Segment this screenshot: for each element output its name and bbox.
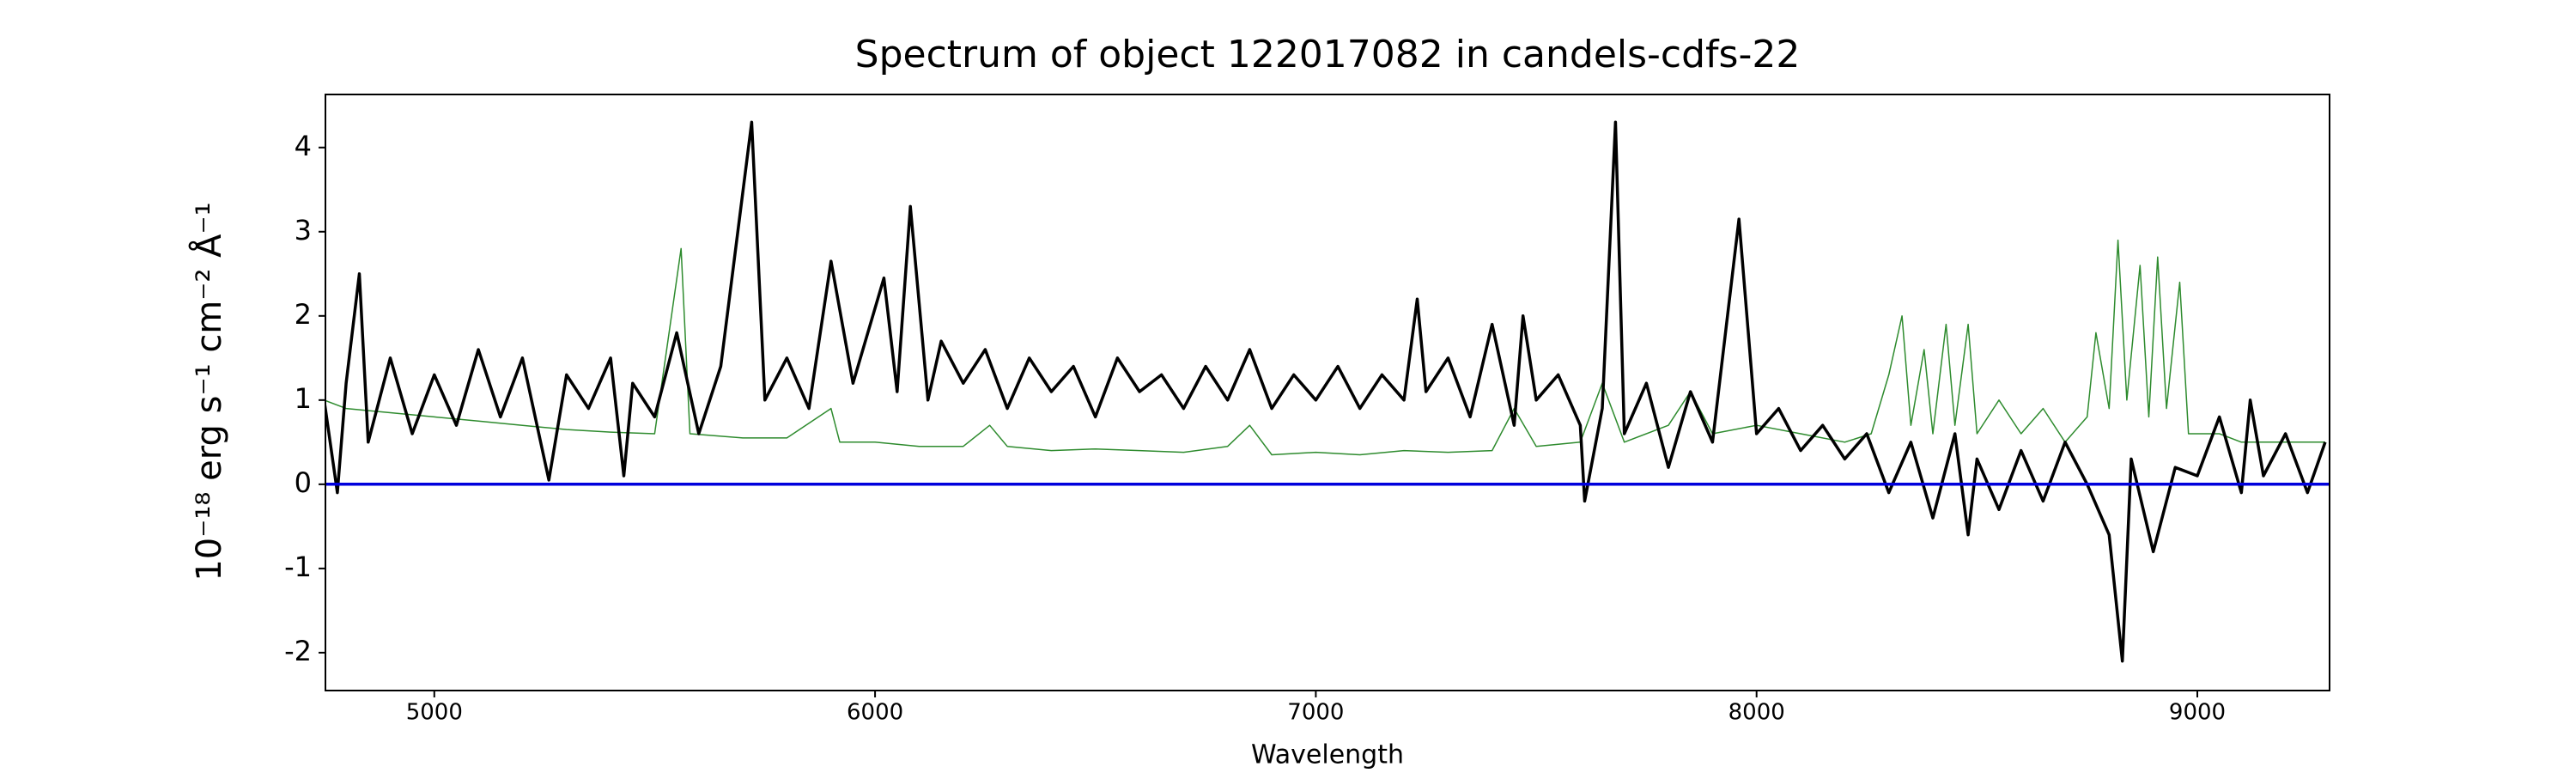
y-tick-label: -1 bbox=[284, 551, 312, 583]
y-tick-label: 3 bbox=[295, 214, 312, 247]
chart-title: Spectrum of object 122017082 in candels-… bbox=[855, 33, 1801, 76]
x-tick-label: 8000 bbox=[1728, 700, 1785, 726]
y-tick-label: 0 bbox=[295, 466, 312, 499]
y-tick-label: -2 bbox=[284, 635, 312, 667]
x-tick-label: 9000 bbox=[2169, 700, 2226, 726]
spectrum-line bbox=[325, 120, 2327, 663]
y-tick-label: 1 bbox=[295, 382, 312, 415]
y-tick-label: 4 bbox=[295, 130, 312, 162]
plot-frame bbox=[325, 94, 2330, 691]
y-axis-label: 10⁻¹⁸ erg s⁻¹ cm⁻² Å⁻¹ bbox=[188, 202, 229, 581]
x-axis-label: Wavelength bbox=[1251, 740, 1404, 770]
x-tick-label: 5000 bbox=[406, 700, 463, 726]
x-tick-label: 7000 bbox=[1287, 700, 1344, 726]
x-tick-label: 6000 bbox=[847, 700, 903, 726]
y-tick-label: 2 bbox=[295, 298, 312, 331]
spectrum-line bbox=[325, 239, 2325, 456]
